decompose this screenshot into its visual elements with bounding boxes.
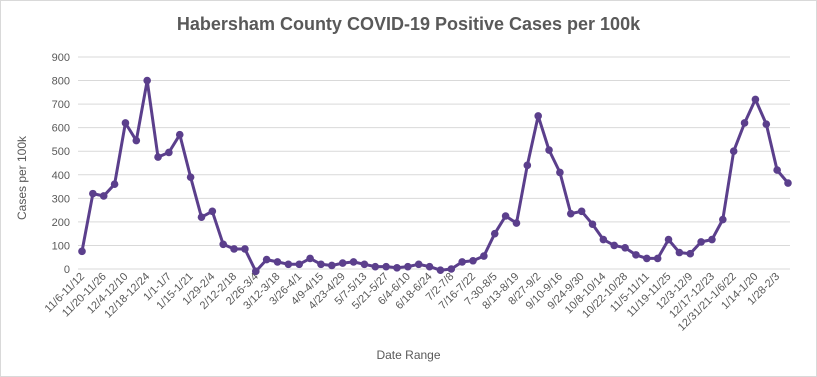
data-point: [349, 258, 358, 266]
data-point: [208, 207, 217, 216]
data-point: [197, 213, 206, 221]
data-point: [632, 251, 640, 259]
data-point: [338, 259, 347, 267]
data-point: [393, 264, 401, 272]
data-point: [490, 229, 499, 238]
data-point: [436, 266, 445, 274]
data-point: [360, 260, 369, 269]
data-point: [729, 147, 738, 156]
data-point: [523, 161, 532, 170]
data-point: [143, 76, 151, 85]
data-point: [773, 166, 781, 174]
data-point: [241, 245, 249, 253]
data-point: [653, 254, 662, 263]
y-tick-label: 900: [52, 52, 70, 64]
data-point: [425, 262, 434, 271]
y-tick-label: 200: [52, 217, 70, 229]
data-point: [719, 215, 727, 224]
data-point: [610, 241, 619, 250]
data-point: [784, 179, 792, 187]
y-tick-label: 300: [52, 193, 70, 205]
gridlines: [78, 56, 790, 270]
y-tick-label: 600: [52, 123, 70, 135]
data-point: [588, 220, 597, 229]
y-tick-label: 700: [52, 99, 70, 111]
data-point: [99, 192, 108, 200]
data-point: [132, 136, 141, 145]
data-point: [219, 240, 227, 249]
data-point: [165, 148, 173, 157]
chart-title: Habersham County COVID-19 Positive Cases…: [176, 14, 641, 34]
data-point: [566, 209, 575, 218]
data-point: [686, 249, 695, 258]
data-point: [273, 258, 282, 266]
data-point: [599, 235, 608, 244]
data-point: [740, 119, 749, 127]
data-point: [447, 265, 456, 273]
x-tick-labels: 11/6-11/1211/20-11/2612/4-12/1012/18-12/…: [43, 271, 783, 334]
x-axis-label: Date Range: [376, 348, 441, 362]
y-tick-label: 500: [52, 146, 70, 158]
data-point: [186, 173, 195, 181]
data-point: [751, 95, 760, 104]
data-point: [501, 212, 510, 220]
data-point: [306, 254, 314, 263]
data-point: [643, 254, 651, 263]
data-point: [404, 262, 412, 271]
data-point: [556, 168, 564, 177]
y-tick-label: 400: [52, 170, 70, 182]
data-point: [110, 180, 119, 188]
data-point: [621, 244, 629, 252]
data-point: [382, 262, 390, 271]
data-point: [78, 247, 86, 256]
data-point: [295, 260, 304, 269]
data-point: [251, 267, 260, 276]
data-point: [708, 235, 716, 244]
y-tick-label: 0: [64, 264, 70, 276]
y-tick-labels: 0 100 200 300 400 500 600 700 800 900: [52, 52, 70, 276]
y-tick-label: 800: [52, 76, 70, 88]
series-points: [78, 76, 792, 276]
data-point: [512, 219, 521, 227]
data-point: [480, 252, 488, 260]
data-point: [458, 258, 466, 266]
data-point: [534, 112, 542, 120]
data-point: [328, 261, 336, 270]
data-point: [154, 153, 162, 161]
data-point: [175, 130, 184, 139]
data-point: [664, 235, 673, 244]
data-point: [230, 245, 238, 253]
data-point: [89, 189, 97, 198]
data-point: [577, 207, 586, 216]
data-point: [697, 238, 705, 246]
data-point: [284, 260, 293, 269]
data-point: [317, 260, 325, 269]
data-point: [469, 256, 477, 265]
data-point: [262, 255, 271, 264]
data-point: [762, 120, 771, 128]
data-point: [371, 262, 380, 271]
data-point: [414, 260, 423, 269]
data-point: [545, 146, 553, 154]
data-point: [121, 119, 130, 127]
y-tick-label: 100: [52, 240, 70, 252]
data-point: [675, 248, 684, 257]
